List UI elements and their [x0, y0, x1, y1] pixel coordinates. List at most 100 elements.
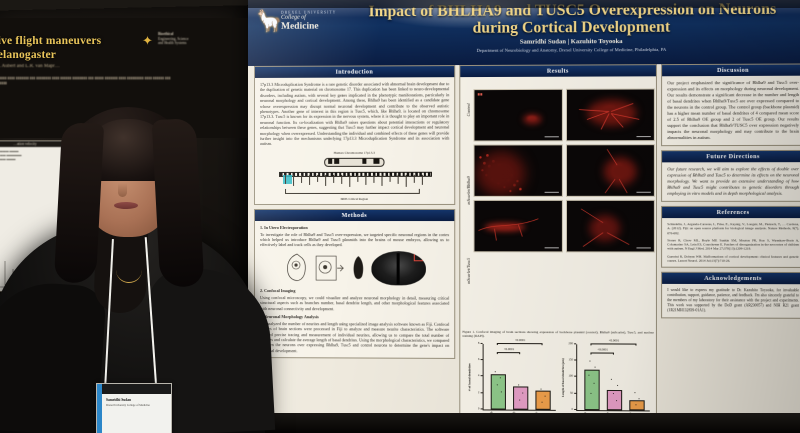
- chart1-ytick-0: 0: [477, 406, 480, 411]
- micrograph-bhlha9-low[interactable]: [473, 144, 563, 197]
- scale-bar: [544, 191, 559, 193]
- poster-columns: Introduction 17p13.3 Microduplication Sy…: [248, 63, 800, 433]
- chart1-pvalue-1: <0.0001: [514, 337, 526, 342]
- chart2-bar-bhlha9[interactable]: Bhlha9 OE: [605, 378, 623, 424]
- introduction-body: 17p13.3 Microduplication Syndrome is a r…: [255, 77, 454, 204]
- results-header: Results: [460, 65, 656, 78]
- chart2-plot: Length of basal dendrites (µm) 0 50 100 …: [560, 338, 650, 430]
- micrograph-tusc5-low[interactable]: [473, 199, 563, 253]
- chart2-ytick-3: 150: [568, 357, 573, 362]
- badge-header-bar: [102, 384, 171, 394]
- future-directions-text: Our future research, we will aim to expl…: [667, 166, 800, 196]
- discussion-header: Discussion: [662, 64, 800, 77]
- scale-bar: [544, 247, 559, 249]
- chart2-ytick-0: 0: [571, 407, 573, 412]
- shoulder-left: [0, 278, 108, 433]
- acknowledgements-body: I would like to express my gratitude to …: [662, 284, 800, 317]
- micrograph-bhlha9-high[interactable]: [565, 144, 655, 197]
- chart2-bar-tusc5[interactable]: Tusc5 OE: [628, 392, 645, 423]
- methods-step-2: 2. Confocal Imaging Using confocal micro…: [260, 288, 449, 311]
- scale-bar: [636, 247, 651, 249]
- methods-step-1: 1. In Utero Electroporation To investiga…: [260, 225, 449, 248]
- adjacent-panel-1-body: ▬▬▬ ▬▬▬▬ ▬▬▬▬▬▬▬ ▬▬ ▬▬▬▬▬▬▬ ▬▬▬▬ ▬▬▬: [0, 149, 22, 161]
- adjacent-title-line2: …elanogaster: [0, 49, 57, 61]
- chromosome-band-detail: MDS Critical Region: [279, 171, 432, 201]
- micrograph-control-high[interactable]: [565, 88, 655, 142]
- scale-bar: [636, 135, 651, 138]
- brain-section-image: [370, 251, 426, 286]
- scale-bar: [636, 191, 651, 193]
- logo-school: Medicine: [281, 21, 319, 32]
- dragon-icon: 🦙: [255, 8, 283, 33]
- section-discussion: Discussion Our project emphasized the si…: [661, 63, 800, 147]
- micrograph-control-low[interactable]: ▮▮▮: [473, 88, 563, 142]
- chart2-pvalue-2: <0.0001: [597, 347, 608, 352]
- row-label-control: Control: [465, 103, 471, 117]
- adjacent-logo-line1: Bioethical: [158, 32, 174, 36]
- name-badge: Samridhi Sudan Drexel University College…: [96, 383, 172, 433]
- chromosome-label: Human Chromosome 17p13.3: [333, 150, 375, 155]
- methods-header: Methods: [254, 210, 455, 222]
- chart1-bar-control[interactable]: Backbone Plasmid: [489, 371, 510, 429]
- methods-step-2-text: Using confocal microscopy, we could visu…: [259, 294, 450, 311]
- hair-right-strand: [151, 117, 205, 289]
- chart2-ytick-2: 100: [568, 373, 573, 378]
- badge-affiliation: Drexel University College of Medicine: [106, 404, 150, 407]
- poster-authors: Samridhi Sudan | Kazuhito Toyooka: [519, 38, 623, 46]
- micrograph-tag: ▮▮▮: [477, 92, 483, 97]
- drexel-logo-text: DREXEL UNIVERSITY College of Medicine: [281, 10, 336, 31]
- chart2-y-axis-label: Length of basal dendrites (µm): [560, 357, 565, 397]
- adjacent-logo-text: Bioethical Engineering, Science and Heal…: [158, 32, 228, 46]
- chart1-bar-tusc5[interactable]: Tusc5 OE: [534, 388, 551, 422]
- chromosome-ideogram: [324, 157, 385, 167]
- adjacent-logo-line3: and Health Systems: [158, 41, 187, 46]
- adjacent-poster-abstract: ▮▮▮ ▮▮▮ ▮ ▮▮▮ ▮▮▮▮ ▮▮▮ ▮▮▮ ▮▮▮▮▮ ▮▮▮ ▮ ▮▮▮ ▮▮…: [0, 76, 171, 85]
- presenter: Samridhi Sudan Drexel University College…: [0, 33, 276, 433]
- reference-item-3: Guerrini R, Dobyns WB. Malformations of …: [667, 254, 800, 263]
- row-label-bhlha9: mScarlet/Bhlha9: [465, 176, 471, 205]
- poster-column-left: Introduction 17p13.3 Microduplication Sy…: [253, 65, 456, 363]
- chart1-y-axis-label: # of basal dendrites: [466, 362, 471, 391]
- hair-left-strand: [53, 122, 105, 284]
- section-future-directions: Future Directions Our future research, w…: [661, 149, 800, 202]
- adjacent-poster-logo: ✦ Bioethical Engineering, Science and He…: [142, 32, 242, 50]
- brain-slice-icon: [353, 256, 363, 280]
- adjacent-poster-authors: …, J. Aubert and L.R. van Mapr…: [0, 64, 60, 69]
- critical-region-label: MDS Critical Region: [340, 196, 369, 201]
- logo-university: DREXEL UNIVERSITY: [281, 9, 337, 15]
- research-poster: 🦙 DREXEL UNIVERSITY College of Medicine …: [248, 0, 800, 433]
- future-directions-header: Future Directions: [662, 150, 800, 163]
- mouth: [114, 202, 138, 209]
- necklace: [116, 266, 142, 283]
- methods-step-2-title: 2. Confocal Imaging: [259, 288, 296, 294]
- references-header: References: [662, 206, 800, 219]
- micrograph-tusc5-high[interactable]: [565, 199, 655, 253]
- chart1-ytick-2: 4: [477, 373, 480, 378]
- drexel-logo: 🦙 DREXEL UNIVERSITY College of Medicine: [255, 8, 344, 33]
- methods-step-1-title: 1. In Utero Electroporation: [259, 225, 308, 231]
- chart2-bar-control[interactable]: Backbone Plasmid: [583, 360, 604, 430]
- adjacent-title-line1: …ive flight maneuvers: [0, 35, 102, 47]
- poster-department: Department of Neurobiology and Anatomy, …: [476, 46, 667, 53]
- chart2-ytick-4: 200: [568, 341, 573, 346]
- neuron-tracing-overlay: [566, 89, 653, 139]
- badge-name: Samridhi Sudan: [106, 398, 132, 402]
- embryo-icon: [286, 253, 305, 281]
- discussion-text: Our project emphasized the significance …: [667, 79, 800, 141]
- electroporation-diagram-icon: [314, 255, 345, 281]
- adjacent-poster-title: …ive flight maneuvers …elanogaster: [0, 34, 186, 62]
- methods-step-3-title: 3. Neuronal Morphology Analysis: [259, 314, 319, 320]
- badge-accent-stripe: [97, 384, 102, 433]
- results-row-bhlha9: [473, 144, 655, 197]
- acknowledgements-text: I would like to express my gratitude to …: [667, 288, 800, 313]
- chart1-bar-bhlha9[interactable]: Bhlha9 OE: [511, 384, 529, 423]
- chart1-ytick-4: 8: [477, 341, 480, 346]
- acknowledgements-header: Acknowledgements: [662, 273, 800, 285]
- chart2-ytick-1: 50: [569, 390, 573, 395]
- chart1-ytick-3: 6: [477, 356, 480, 361]
- poster-column-middle: Results Control mScarlet/Bhlha9 mScarlet…: [459, 64, 657, 433]
- upper-shadow: [248, 0, 800, 8]
- methods-body: 1. In Utero Electroporation To investiga…: [255, 221, 454, 358]
- adjacent-panel-1-header: …ation velocity: [0, 141, 65, 147]
